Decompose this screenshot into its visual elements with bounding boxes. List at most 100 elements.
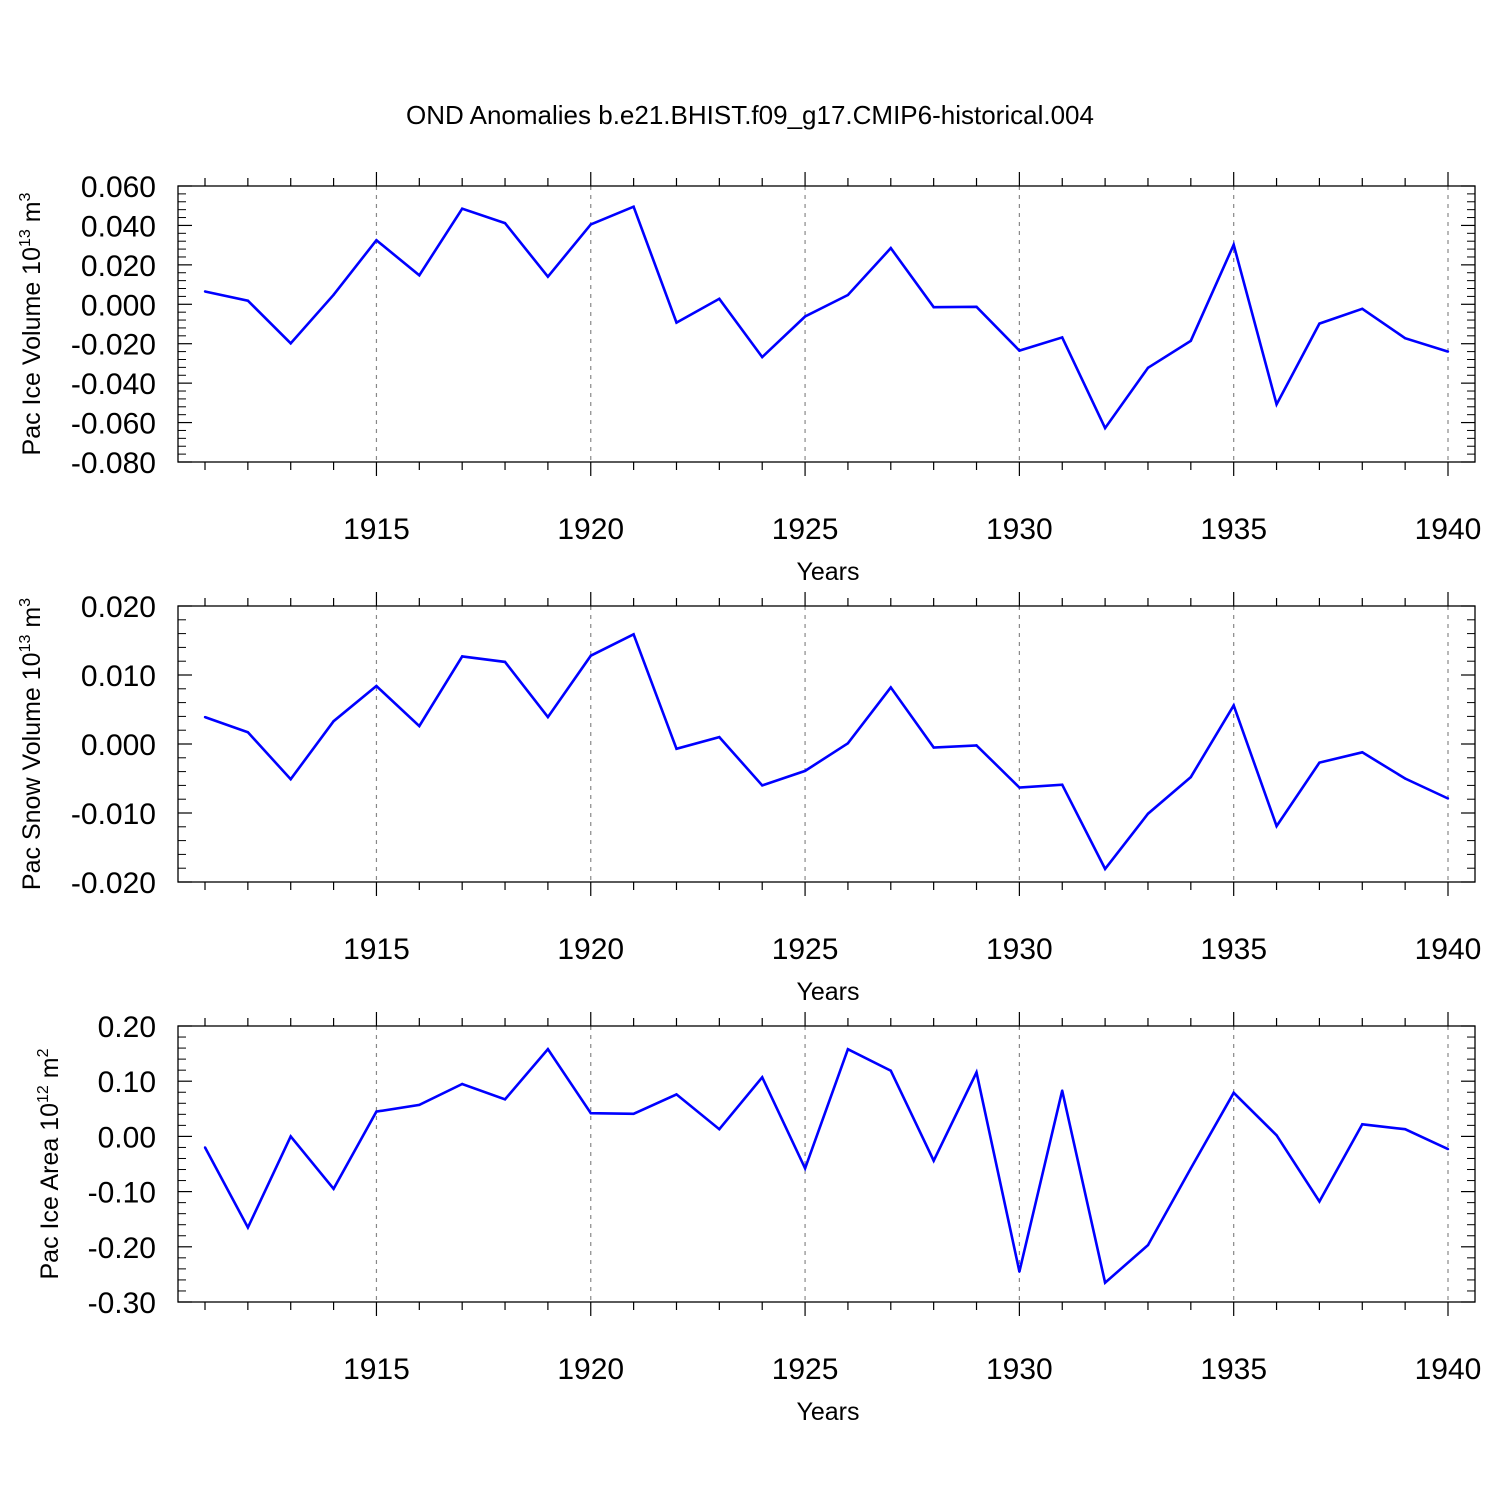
- data-point: [375, 684, 378, 688]
- data-point: [1018, 1270, 1021, 1273]
- y-axis-label: Pac Ice Volume 1013 m3: [17, 192, 46, 455]
- data-point: [1403, 336, 1407, 340]
- data-point: [975, 744, 978, 747]
- data-point: [203, 1146, 207, 1149]
- data-point: [1232, 704, 1235, 707]
- panel-1: 0.060 0.040 0.020 0.000 -0.020 -0.040 -0.060 -0…: [17, 171, 1481, 586]
- data-point: [975, 1071, 978, 1074]
- data-point: [1146, 366, 1150, 369]
- data-point: [675, 1093, 678, 1096]
- y-axis-label: Pac Snow Volume 1013 m3: [17, 598, 46, 890]
- x-tick-label: 1935: [1200, 1353, 1267, 1386]
- data-point: [632, 1112, 635, 1115]
- y-tick-label: 0.020: [81, 250, 156, 283]
- data-point: [1061, 336, 1064, 339]
- data-point: [803, 1167, 807, 1170]
- plot-frame: [177, 185, 1476, 463]
- data-point: [1103, 867, 1107, 871]
- data-point: [803, 769, 807, 773]
- data-point: [889, 1069, 892, 1072]
- x-tick-label: 1940: [1415, 1353, 1482, 1386]
- y-tick-label: 0.000: [81, 729, 156, 762]
- panel-3: 0.20 0.10 0.00 -0.10 -0.20 -0.30 1915 1920 1925 1…: [35, 1011, 1481, 1426]
- data-point: [375, 1110, 378, 1113]
- x-tick-label: 1925: [772, 1353, 839, 1386]
- y-tick-label: 0.060: [81, 171, 156, 204]
- data-point: [675, 321, 678, 324]
- data-point: [718, 297, 721, 300]
- data-point: [1061, 1089, 1064, 1092]
- y-tick-label: -0.010: [71, 798, 156, 831]
- data-point: [246, 1226, 250, 1229]
- data-point: [1018, 349, 1021, 352]
- data-point: [675, 747, 678, 751]
- data-point: [503, 660, 507, 664]
- x-tick-label: 1915: [343, 933, 410, 966]
- data-point: [1103, 1281, 1107, 1284]
- data-point: [332, 720, 335, 723]
- data-point: [1275, 824, 1278, 828]
- data-point: [761, 784, 764, 787]
- y-tick-label: 0.10: [98, 1066, 156, 1099]
- data-point: [1232, 243, 1235, 246]
- x-tick-label: 1920: [557, 1353, 624, 1386]
- data-point: [1275, 403, 1278, 406]
- y-tick-label: 0.040: [81, 210, 156, 243]
- data-point: [1189, 339, 1193, 342]
- data-point: [1189, 775, 1193, 779]
- data-point: [1318, 322, 1321, 325]
- data-point: [632, 633, 635, 636]
- data-point: [1061, 783, 1064, 786]
- data-point: [761, 355, 764, 359]
- data-point: [1232, 1091, 1235, 1094]
- data-point: [932, 1159, 935, 1162]
- y-tick-label: -0.040: [71, 368, 156, 401]
- data-point: [418, 1103, 421, 1107]
- series-line: [204, 204, 1449, 431]
- data-point: [589, 1112, 592, 1115]
- data-point: [589, 223, 592, 226]
- data-point: [1318, 1200, 1321, 1203]
- series-line: [203, 1047, 1449, 1286]
- data-point: [1403, 777, 1407, 780]
- data-point: [846, 742, 850, 745]
- data-point: [332, 1187, 335, 1191]
- y-tick-label: -0.020: [71, 867, 156, 900]
- data-point: [589, 654, 592, 657]
- y-tick-label: -0.020: [71, 329, 156, 362]
- data-point: [632, 205, 635, 208]
- y-tick-label: -0.060: [71, 408, 156, 441]
- data-point: [1318, 761, 1321, 764]
- data-point: [460, 655, 464, 658]
- plot-frame: [177, 1025, 1476, 1303]
- data-point: [1361, 307, 1364, 311]
- data-point: [1446, 1147, 1450, 1151]
- data-point: [1275, 1134, 1278, 1137]
- x-tick-label: 1930: [986, 933, 1053, 966]
- data-point: [460, 207, 464, 210]
- data-point: [846, 1047, 850, 1051]
- x-tick-label: 1930: [986, 513, 1053, 546]
- data-point: [289, 1135, 292, 1138]
- data-point: [975, 305, 978, 309]
- y-tick-label: -0.20: [88, 1232, 156, 1265]
- data-point: [1189, 1167, 1193, 1170]
- y-axis-label: Pac Ice Area 1012 m2: [35, 1048, 64, 1279]
- x-tick-label: 1920: [557, 513, 624, 546]
- data-point: [1446, 797, 1450, 800]
- data-point: [246, 731, 250, 734]
- series-line: [204, 632, 1449, 872]
- data-point: [889, 686, 892, 689]
- y-tick-label: -0.080: [71, 447, 156, 480]
- y-tick-label: 0.020: [81, 591, 156, 624]
- x-tick-label: 1935: [1200, 513, 1267, 546]
- y-tick-label: 0.20: [98, 1011, 156, 1044]
- x-tick-label: 1920: [557, 933, 624, 966]
- data-point: [1018, 786, 1021, 789]
- data-point: [332, 293, 335, 297]
- data-point: [546, 715, 550, 719]
- x-axis-label: Years: [796, 558, 859, 586]
- y-tick-label: 0.000: [81, 289, 156, 322]
- data-point: [460, 1082, 464, 1086]
- data-point: [1361, 1123, 1364, 1126]
